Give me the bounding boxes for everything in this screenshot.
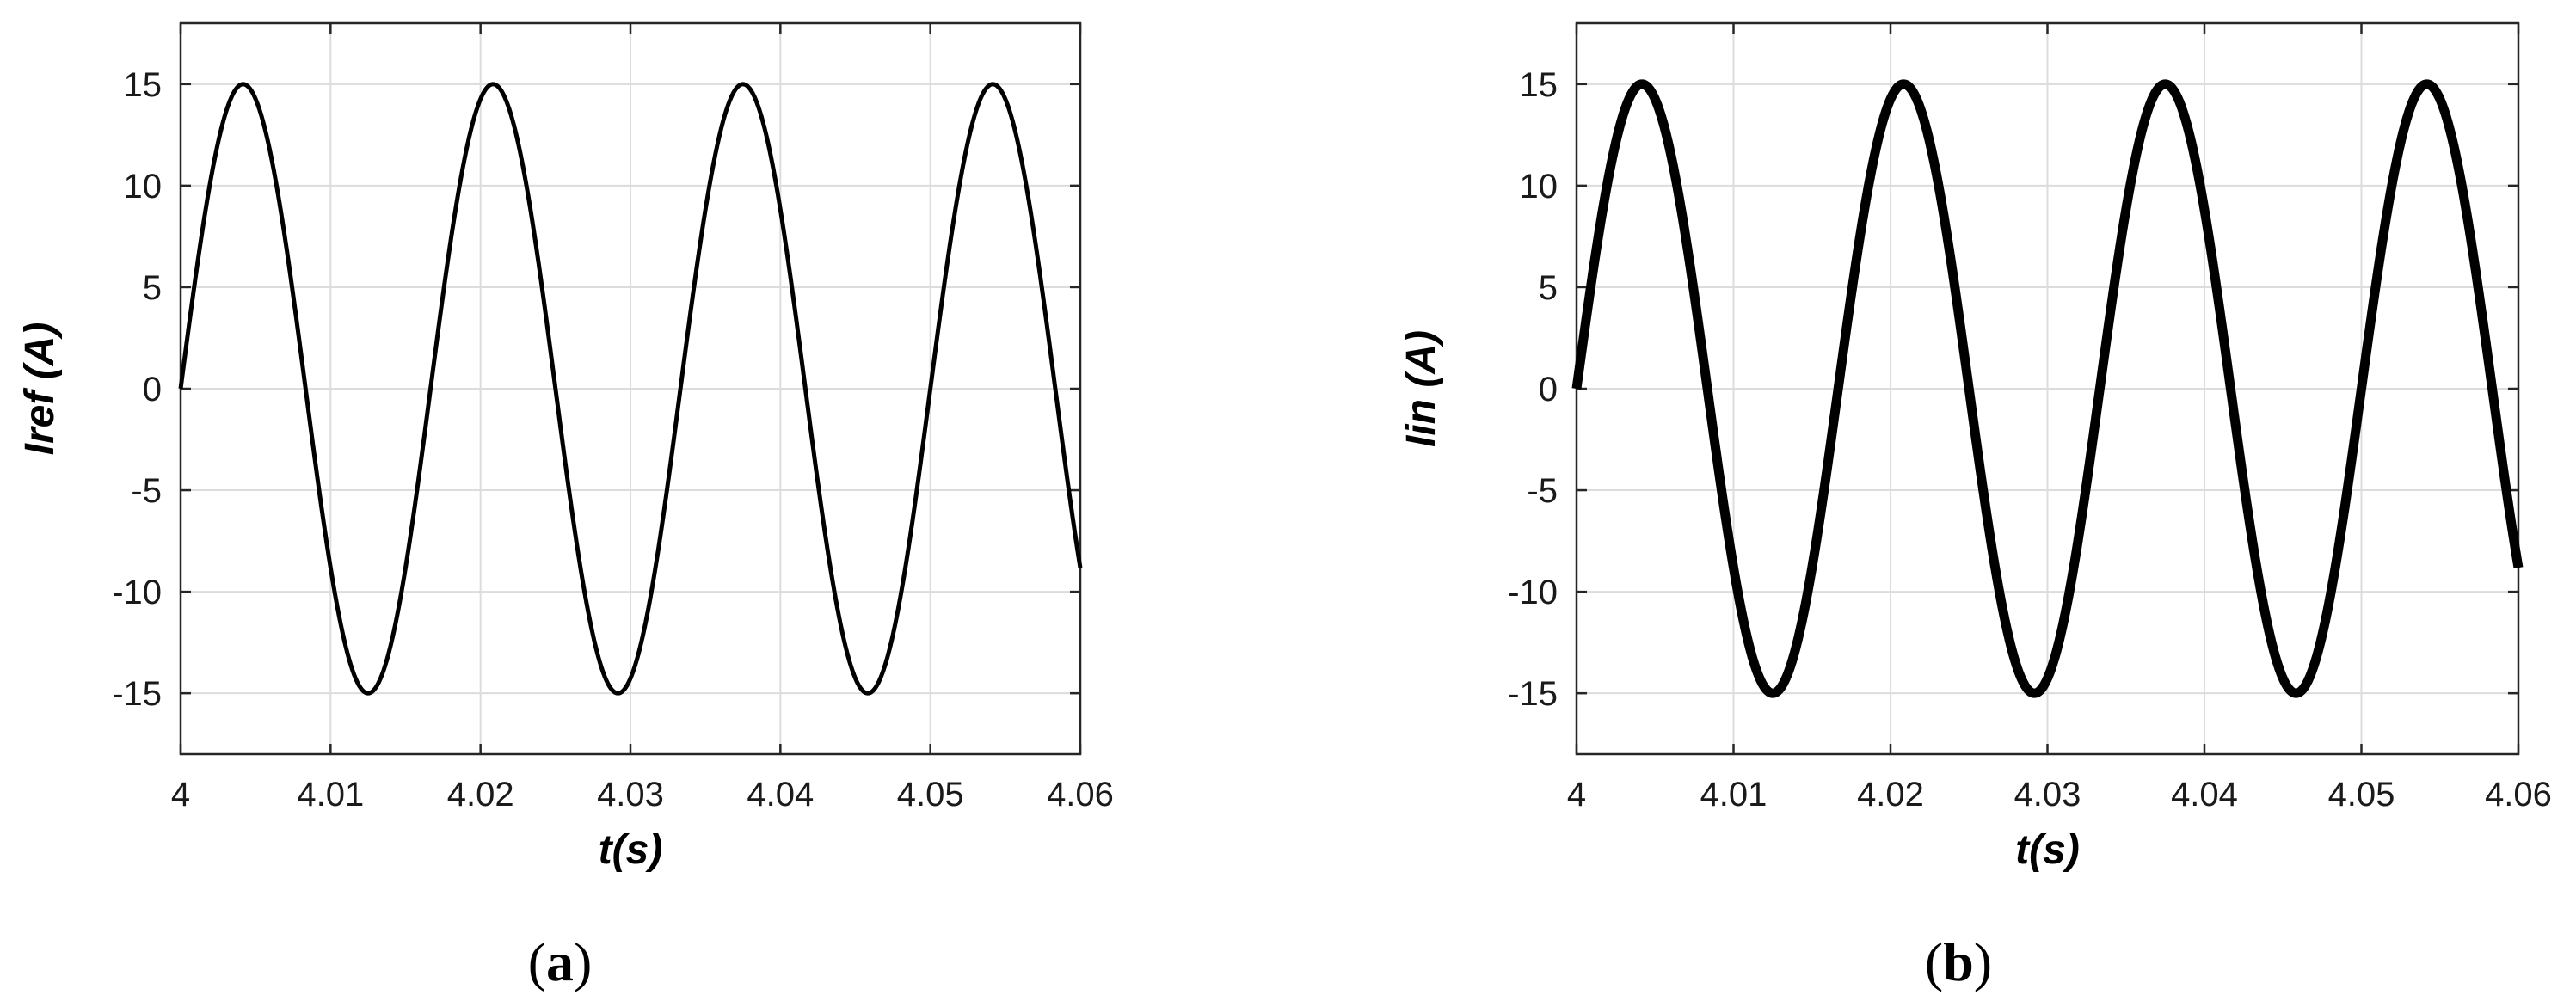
chart-a-x-tick-label: 4.01 <box>297 776 364 814</box>
chart-a-y-tick-label: -5 <box>131 472 162 510</box>
chart-a-data-point <box>243 83 244 85</box>
chart-a-x-axis-label: t(s) <box>599 827 663 873</box>
chart-b-data-point <box>2518 571 2519 573</box>
chart-b-series-line <box>1571 79 2524 698</box>
chart-a-series-line <box>178 82 1083 696</box>
chart-b-data-point <box>1706 388 1707 390</box>
chart-b-data-point <box>1576 388 1577 390</box>
chart-a-y-tick-label: 15 <box>124 66 163 104</box>
chart-b-y-tick-label: 15 <box>1520 66 1559 104</box>
chart-a-y-tick-label: 5 <box>143 269 162 307</box>
chart-a-data-point <box>1079 571 1081 573</box>
chart-a-x-tick-label: 4.03 <box>597 776 664 814</box>
chart-a-x-tick-label: 4.05 <box>897 776 964 814</box>
chart-b-x-tick-label: 4.03 <box>2014 776 2081 814</box>
chart-a-data-point <box>304 388 306 390</box>
chart-b-y-axis-label: Iin (A) <box>1399 330 1444 447</box>
chart-a-y-tick-label: -15 <box>112 675 162 713</box>
chart-b-y-tick-label: -15 <box>1508 675 1558 713</box>
chart-b-data-point <box>1642 83 1644 85</box>
chart-b-data-point <box>2295 692 2296 694</box>
chart-a-x-tick-label: 4.06 <box>1047 776 1114 814</box>
chart-b-x-tick-label: 4 <box>1567 776 1586 814</box>
chart-b-data-point <box>1968 388 1970 390</box>
chart-b-data-point <box>1903 83 1904 85</box>
chart-a-data-point <box>679 388 681 390</box>
chart-b-x-axis-label: t(s) <box>2015 827 2080 873</box>
chart-b-data-point <box>2164 83 2166 85</box>
chart-a-y-tick-label: 10 <box>124 168 163 206</box>
chart-a-data-point <box>742 83 744 85</box>
chart-b-y-tick-label: 10 <box>1520 168 1559 206</box>
chart-a-data-point <box>930 388 931 390</box>
chart-b-data-point <box>1838 388 1840 390</box>
chart-panel-b: 4 4.01 4.02 4.03 4.04 4.05 4.06 15 10 5 0 -5 -10 -15 t… <box>1399 21 2552 873</box>
chart-b-data-point <box>2099 388 2100 390</box>
chart-a-y-tick-label: -10 <box>112 574 162 611</box>
chart-a-data-point <box>993 83 994 85</box>
chart-a-data-point <box>492 83 494 85</box>
chart-a-data-point <box>430 388 432 390</box>
chart-panel-a: 4 4.01 4.02 4.03 4.04 4.05 4.06 15 10 5 0 -5 -10 -15 t… <box>17 21 1114 873</box>
chart-a-data-point <box>618 692 619 694</box>
chart-a-x-tick-label: 4.02 <box>447 776 514 814</box>
chart-b-x-tick-label: 4.02 <box>1857 776 1924 814</box>
chart-b-x-tick-label: 4.01 <box>1700 776 1768 814</box>
chart-a-data-point <box>180 388 181 390</box>
chart-a-data-point <box>367 692 369 694</box>
caption-b: (b) <box>1925 931 1992 992</box>
chart-a-data-point <box>555 388 556 390</box>
chart-b-data-point <box>2034 692 2036 694</box>
chart-a-x-tick-label: 4.04 <box>747 776 814 814</box>
chart-a-y-tick-label: 0 <box>143 371 162 408</box>
chart-b-data-point <box>1772 692 1774 694</box>
chart-b-x-tick-label: 4.06 <box>2485 776 2552 814</box>
caption-b-letter: b <box>1943 931 1974 992</box>
chart-a-data-point <box>805 388 807 390</box>
chart-b-y-tick-label: -5 <box>1527 472 1558 510</box>
chart-b-y-tick-label: 0 <box>1539 371 1558 408</box>
chart-a-data-point <box>866 692 868 694</box>
chart-b-x-tick-label: 4.04 <box>2171 776 2238 814</box>
chart-b-data-point <box>2426 83 2428 85</box>
chart-a-y-axis-label: Iref (A) <box>17 322 63 456</box>
chart-b-y-tick-label: -10 <box>1508 574 1558 611</box>
caption-a-letter: a <box>546 931 574 992</box>
chart-b-data-point <box>2230 388 2232 390</box>
chart-b-y-tick-label: 5 <box>1539 269 1558 307</box>
chart-a-x-tick-label: 4 <box>171 776 190 814</box>
chart-b-x-tick-label: 4.05 <box>2328 776 2395 814</box>
chart-b-data-point <box>2361 388 2363 390</box>
caption-a: (a) <box>528 931 593 992</box>
